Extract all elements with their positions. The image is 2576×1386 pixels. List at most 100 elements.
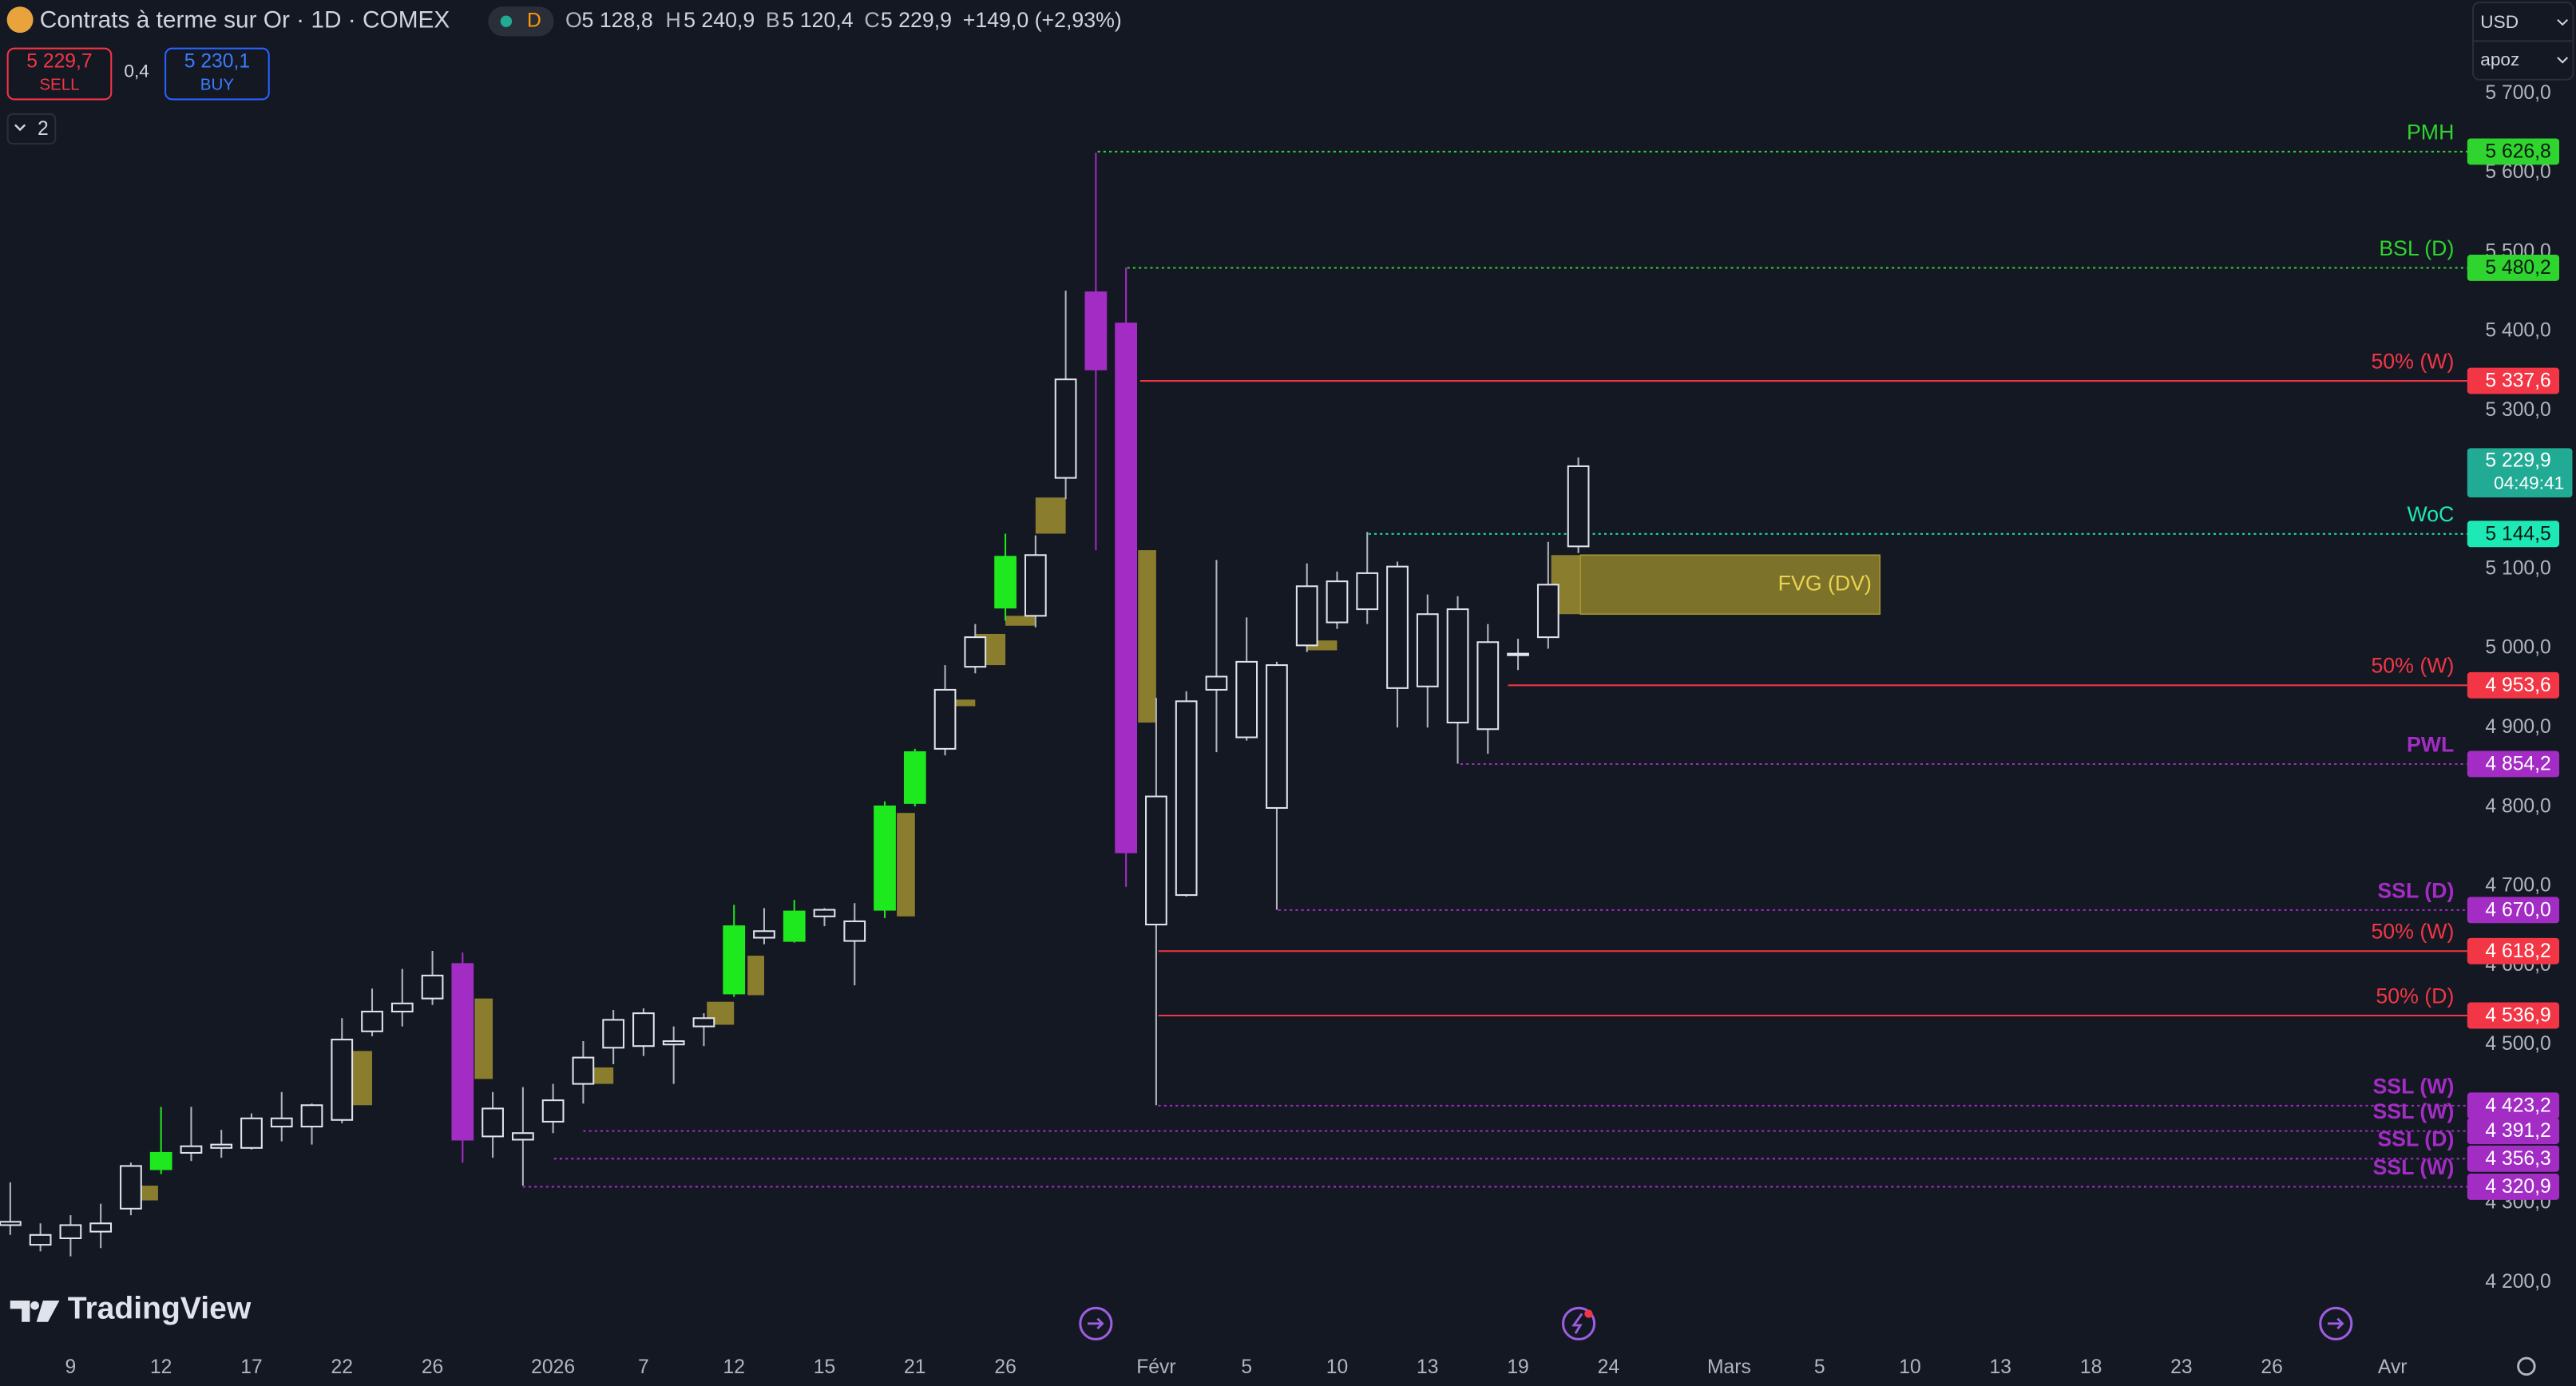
candle-body: [270, 1117, 293, 1128]
candle-body: [1024, 554, 1047, 617]
level-label: 50% (D): [2376, 984, 2454, 1008]
zone: [747, 956, 764, 996]
price-box-label: 4 536,9: [2485, 1005, 2550, 1027]
x-tick-label: 26: [994, 1356, 1016, 1378]
x-tick-label: 13: [1990, 1356, 2011, 1378]
badge: D: [527, 10, 541, 31]
x-tick-label: 13: [1417, 1356, 1438, 1378]
candle-body: [1476, 641, 1500, 731]
candle-body: [149, 1151, 172, 1170]
x-tick-label: Mars: [1707, 1356, 1751, 1378]
level-label: BSL (D): [2379, 236, 2454, 260]
change: +149,0 (+2,93%): [963, 8, 1122, 32]
event-icon[interactable]: [1079, 1306, 1113, 1340]
candle-body: [632, 1012, 655, 1047]
price-box-label: 4 618,2: [2485, 940, 2550, 962]
price-box-label: 4 854,2: [2485, 754, 2550, 775]
candle-body: [1386, 565, 1409, 689]
candle-body: [994, 556, 1017, 609]
x-tick-label: 26: [2261, 1356, 2282, 1378]
plot-area: FVG (DV) PMH BSL (D) 50% (W) WoC 50% (W) PWL SS…: [0, 120, 2467, 1257]
price-box: [2467, 1145, 2560, 1172]
ohlc-key: B: [766, 8, 780, 32]
price-box-label: 5 144,5: [2485, 523, 2550, 544]
candle-body: [1507, 652, 1529, 656]
candle-body: [1205, 675, 1228, 691]
price-box: [2467, 1173, 2560, 1200]
candle-body: [1145, 795, 1167, 926]
y-tick-label: 4 900,0: [2485, 716, 2550, 738]
x-tick-label: 24: [1598, 1356, 1619, 1378]
sell-button[interactable]: [6, 47, 113, 101]
event-glyph: [1571, 1313, 1583, 1334]
sell-price: 5 229,7: [26, 51, 92, 73]
ohlc-value: 5 128,8: [582, 8, 653, 32]
price-box-label: 5 626,8: [2485, 141, 2550, 162]
candle-body: [723, 925, 746, 995]
y-tick-label: 4 200,0: [2485, 1271, 2550, 1293]
candle-body: [874, 805, 896, 911]
event-icon[interactable]: [2319, 1306, 2353, 1340]
x-tick-label: 21: [904, 1356, 925, 1378]
settings-icon[interactable]: [2517, 1356, 2536, 1376]
price-box-label: 5 337,6: [2485, 370, 2550, 392]
y-tick-label: 4 800,0: [2485, 795, 2550, 817]
x-tick-label: 10: [1326, 1356, 1348, 1378]
candle-body: [1446, 608, 1469, 724]
y-tick-label: 4 500,0: [2485, 1033, 2550, 1055]
price-box: [2467, 138, 2560, 165]
event-glyph: [1088, 1317, 1104, 1330]
price-box-label: 4 423,2: [2485, 1095, 2550, 1116]
candle-body: [180, 1145, 203, 1154]
x-tick-label: 5: [1241, 1356, 1252, 1378]
x-tick-label: 10: [1899, 1356, 1920, 1378]
price-box: [2467, 897, 2560, 924]
level-label: WoC: [2407, 502, 2454, 526]
candle-body: [1295, 585, 1318, 647]
buy-button[interactable]: [164, 47, 270, 101]
candle-body: [1536, 584, 1559, 639]
candle-body: [421, 974, 444, 1000]
currency: USD: [2480, 12, 2519, 32]
ohlc-key: O: [565, 8, 582, 32]
candle-body: [753, 930, 775, 939]
fvg-label: FVG (DV): [1778, 571, 1872, 595]
price-box: [2467, 1092, 2560, 1119]
zone: [474, 998, 493, 1079]
candle-body: [602, 1019, 625, 1049]
level-label: SSL (D): [2377, 878, 2454, 902]
last-price-label: 5 229,9: [2485, 449, 2550, 471]
candle-body: [692, 1017, 715, 1028]
countdown: 04:49:41: [2494, 473, 2564, 493]
zone: [1035, 497, 1066, 534]
level-label: SSL (W): [2372, 1155, 2454, 1179]
zone: [1005, 616, 1036, 626]
level-label: SSL (D): [2377, 1127, 2454, 1151]
price-box: [2467, 521, 2560, 548]
x-tick-label: Févr: [1136, 1356, 1175, 1378]
last-price-box: [2467, 448, 2573, 498]
ohlc-value: 5 240,9: [684, 8, 755, 32]
ohlc-value: 5 229,9: [881, 8, 952, 32]
y-tick-label: 4 700,0: [2485, 875, 2550, 897]
price-box: [2467, 255, 2560, 281]
level-label: PWL: [2407, 732, 2454, 756]
candle-body: [1567, 465, 1590, 548]
indicators-toggle[interactable]: [6, 113, 57, 145]
event-icon[interactable]: [1561, 1306, 1596, 1340]
x-tick-label: 7: [638, 1356, 649, 1378]
ohlc-key: C: [864, 8, 879, 32]
x-tick-label: 18: [2080, 1356, 2102, 1378]
level-label: 50% (W): [2371, 349, 2454, 373]
symbol-title[interactable]: Contrats à terme sur Or · 1D · COMEX: [40, 7, 450, 34]
candle-body: [1084, 291, 1108, 370]
price-box-label: 4 320,9: [2485, 1176, 2550, 1198]
x-tick-label: 5: [1814, 1356, 1825, 1378]
candle-body: [210, 1143, 233, 1149]
candle-body: [59, 1224, 82, 1240]
zone: [897, 813, 915, 917]
candle-body: [903, 751, 926, 804]
candle-body: [240, 1117, 263, 1149]
y-tick-label: 5 100,0: [2485, 557, 2550, 579]
